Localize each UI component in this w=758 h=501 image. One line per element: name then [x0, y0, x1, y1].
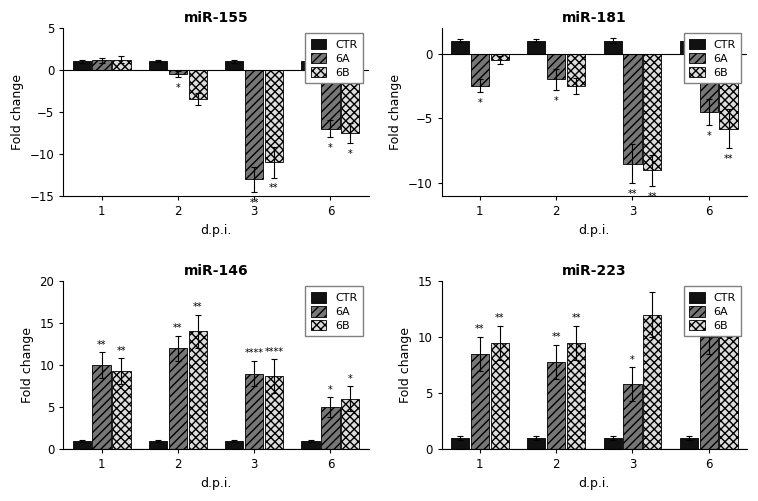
Bar	[265, 70, 283, 162]
Bar	[567, 54, 585, 86]
Bar	[644, 315, 662, 449]
X-axis label: d.p.i.: d.p.i.	[200, 477, 232, 490]
Y-axis label: Fold change: Fold change	[399, 327, 412, 403]
Bar	[225, 441, 243, 449]
Text: **: **	[97, 340, 106, 350]
Text: **: **	[193, 302, 202, 312]
Text: *: *	[328, 143, 333, 153]
Text: **: **	[704, 308, 713, 318]
Bar	[471, 354, 489, 449]
Text: *: *	[348, 149, 352, 159]
Bar	[547, 54, 565, 80]
Text: **: **	[173, 323, 183, 333]
Text: *: *	[328, 385, 333, 394]
Text: **: **	[495, 313, 505, 323]
Bar	[245, 70, 263, 179]
Text: *: *	[706, 131, 711, 141]
Legend: CTR, 6A, 6B: CTR, 6A, 6B	[305, 287, 363, 337]
Bar	[321, 407, 340, 449]
X-axis label: d.p.i.: d.p.i.	[200, 223, 232, 236]
Bar	[528, 438, 546, 449]
Text: *: *	[478, 98, 482, 108]
Text: *: *	[630, 355, 635, 365]
Bar	[302, 441, 320, 449]
Bar	[528, 41, 546, 54]
Bar	[471, 54, 489, 86]
Bar	[245, 374, 263, 449]
Text: ****: ****	[245, 348, 264, 358]
Bar	[719, 54, 738, 129]
Bar	[189, 332, 207, 449]
Y-axis label: Fold change: Fold change	[21, 327, 34, 403]
Text: **: **	[249, 198, 259, 208]
Legend: CTR, 6A, 6B: CTR, 6A, 6B	[305, 33, 363, 83]
Bar	[341, 399, 359, 449]
Text: *: *	[176, 83, 180, 93]
Text: **: **	[724, 291, 733, 301]
Bar	[73, 441, 91, 449]
Bar	[451, 41, 469, 54]
Bar	[149, 441, 168, 449]
Bar	[112, 371, 130, 449]
Bar	[623, 54, 641, 164]
Y-axis label: Fold change: Fold change	[390, 74, 402, 150]
Bar	[700, 337, 718, 449]
Legend: CTR, 6A, 6B: CTR, 6A, 6B	[684, 33, 741, 83]
Bar	[719, 320, 738, 449]
Bar	[547, 362, 565, 449]
Bar	[700, 54, 718, 112]
Text: **: **	[628, 189, 637, 199]
X-axis label: d.p.i.: d.p.i.	[578, 223, 610, 236]
Bar	[490, 343, 509, 449]
Text: **: **	[269, 183, 279, 193]
Bar	[623, 384, 641, 449]
Bar	[321, 70, 340, 129]
Title: miR-146: miR-146	[183, 265, 249, 279]
Legend: CTR, 6A, 6B: CTR, 6A, 6B	[684, 287, 741, 337]
Bar	[567, 343, 585, 449]
Bar	[490, 54, 509, 60]
Text: **: **	[551, 332, 561, 342]
X-axis label: d.p.i.: d.p.i.	[578, 477, 610, 490]
Bar	[73, 61, 91, 70]
Bar	[169, 348, 187, 449]
Bar	[189, 70, 207, 99]
Text: *: *	[554, 96, 559, 106]
Bar	[302, 61, 320, 70]
Title: miR-223: miR-223	[562, 265, 627, 279]
Bar	[112, 60, 130, 70]
Bar	[341, 70, 359, 133]
Bar	[265, 376, 283, 449]
Bar	[603, 438, 622, 449]
Bar	[92, 61, 111, 70]
Text: *: *	[348, 374, 352, 384]
Text: **: **	[117, 346, 126, 356]
Bar	[603, 41, 622, 54]
Text: **: **	[724, 154, 733, 164]
Bar	[644, 54, 662, 170]
Bar	[451, 438, 469, 449]
Title: miR-155: miR-155	[183, 11, 249, 25]
Y-axis label: Fold change: Fold change	[11, 74, 24, 150]
Bar	[680, 41, 698, 54]
Bar	[169, 70, 187, 74]
Bar	[225, 61, 243, 70]
Bar	[149, 61, 168, 70]
Title: miR-181: miR-181	[562, 11, 627, 25]
Text: ****: ****	[265, 347, 283, 357]
Bar	[92, 365, 111, 449]
Text: **: **	[647, 191, 657, 201]
Bar	[680, 438, 698, 449]
Text: **: **	[572, 313, 581, 323]
Text: **: **	[475, 325, 484, 335]
